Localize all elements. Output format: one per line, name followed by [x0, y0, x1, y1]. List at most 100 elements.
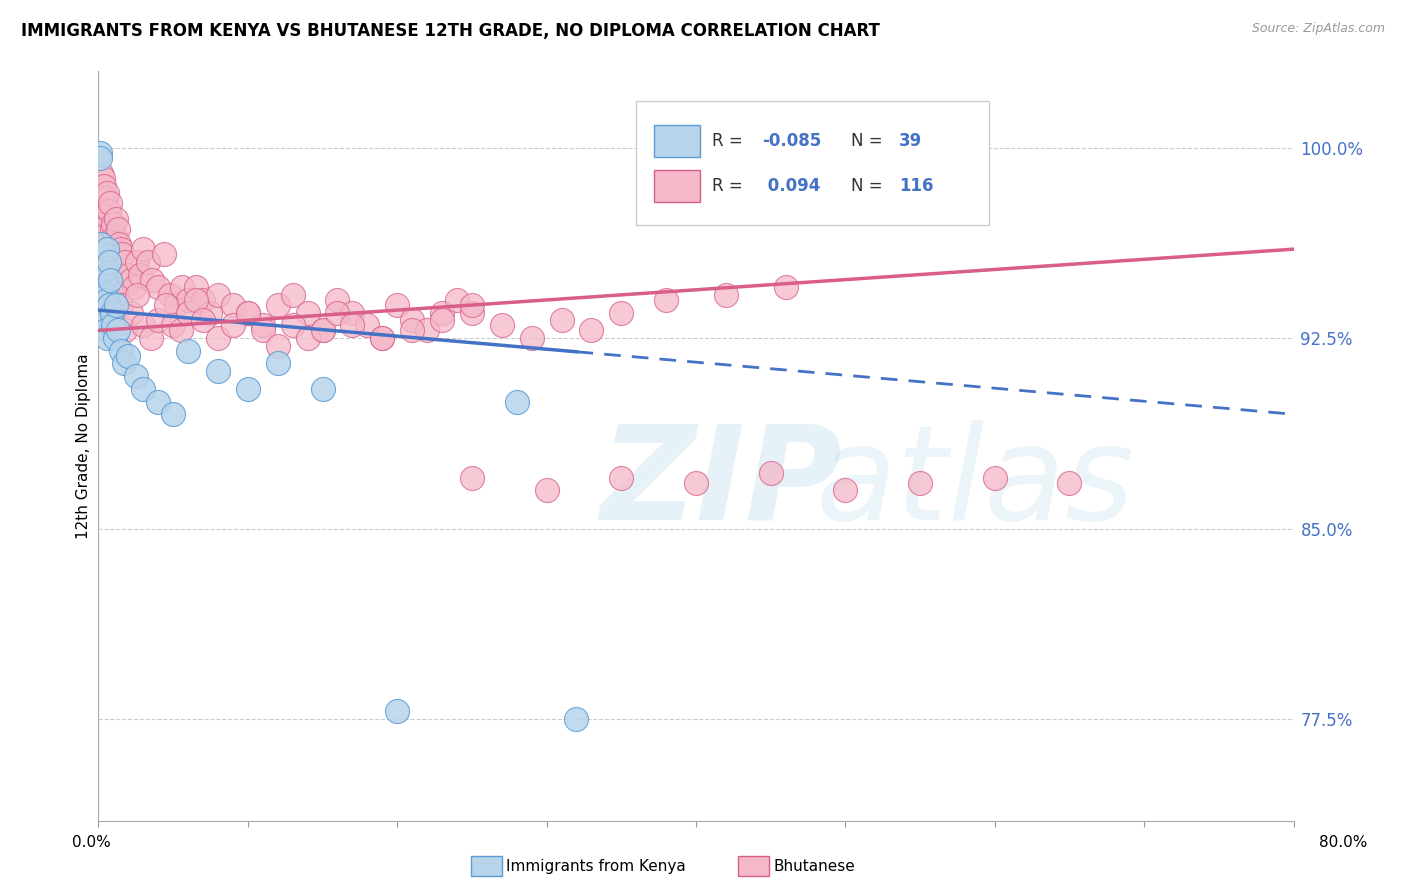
- Point: [908, 475, 931, 490]
- Point: [96, 293, 118, 307]
- Point: [93, 313, 115, 327]
- Text: IMMIGRANTS FROM KENYA VS BHUTANESE 12TH GRADE, NO DIPLOMA CORRELATION CHART: IMMIGRANTS FROM KENYA VS BHUTANESE 12TH …: [21, 22, 880, 40]
- Point: [191, 313, 214, 327]
- Point: [581, 323, 603, 337]
- Point: [93, 247, 115, 261]
- Point: [132, 242, 155, 256]
- Point: [169, 323, 191, 337]
- Point: [94, 288, 117, 302]
- Point: [110, 343, 132, 358]
- Point: [105, 288, 128, 302]
- Point: [104, 229, 127, 244]
- Point: [98, 196, 122, 211]
- Point: [97, 255, 120, 269]
- Point: [136, 255, 159, 269]
- Point: [236, 306, 259, 320]
- Point: [89, 151, 111, 165]
- Point: [461, 298, 484, 312]
- Point: [342, 318, 364, 333]
- Point: [110, 298, 132, 312]
- Text: ZIP: ZIP: [600, 420, 842, 547]
- Point: [96, 186, 118, 201]
- Point: [96, 237, 118, 252]
- Point: [401, 323, 423, 337]
- Text: 0.0%: 0.0%: [72, 836, 111, 850]
- Point: [1059, 475, 1081, 490]
- FancyBboxPatch shape: [654, 170, 700, 202]
- Point: [461, 306, 484, 320]
- Y-axis label: 12th Grade, No Diploma: 12th Grade, No Diploma: [76, 353, 91, 539]
- Point: [90, 237, 112, 252]
- Point: [834, 483, 856, 498]
- Point: [91, 293, 114, 307]
- Point: [107, 222, 129, 236]
- Text: Source: ZipAtlas.com: Source: ZipAtlas.com: [1251, 22, 1385, 36]
- Text: 0.094: 0.094: [762, 177, 820, 195]
- Point: [267, 356, 290, 370]
- Point: [326, 293, 349, 307]
- Point: [610, 471, 633, 485]
- FancyBboxPatch shape: [637, 102, 988, 225]
- Point: [311, 382, 333, 396]
- Point: [114, 323, 136, 337]
- Point: [120, 272, 142, 286]
- Point: [127, 255, 149, 269]
- Point: [356, 318, 378, 333]
- Point: [461, 471, 484, 485]
- Point: [148, 280, 170, 294]
- Point: [103, 318, 125, 333]
- Point: [97, 298, 120, 312]
- Point: [96, 242, 118, 256]
- Point: [91, 171, 114, 186]
- Point: [191, 293, 214, 307]
- Point: [105, 298, 128, 312]
- Point: [97, 255, 120, 269]
- Text: atlas: atlas: [815, 420, 1135, 547]
- Point: [267, 339, 290, 353]
- Point: [446, 293, 468, 307]
- Point: [93, 272, 115, 286]
- Point: [610, 306, 633, 320]
- Point: [685, 475, 707, 490]
- Point: [222, 318, 245, 333]
- Point: [90, 268, 112, 282]
- Point: [207, 364, 229, 378]
- FancyBboxPatch shape: [654, 125, 700, 157]
- Point: [281, 288, 304, 302]
- Text: Immigrants from Kenya: Immigrants from Kenya: [506, 859, 686, 873]
- Point: [236, 382, 259, 396]
- Point: [184, 280, 207, 294]
- Point: [153, 247, 176, 261]
- Point: [148, 313, 170, 327]
- Point: [401, 313, 423, 327]
- Point: [177, 306, 200, 320]
- Point: [117, 268, 139, 282]
- Point: [90, 293, 112, 307]
- Point: [104, 331, 127, 345]
- Point: [103, 306, 125, 320]
- Point: [91, 280, 114, 294]
- Point: [110, 242, 132, 256]
- Point: [94, 318, 117, 333]
- Point: [94, 191, 117, 205]
- Point: [97, 298, 120, 312]
- Point: [94, 323, 117, 337]
- Point: [125, 369, 148, 384]
- Point: [89, 145, 111, 160]
- Point: [89, 204, 111, 219]
- Point: [252, 323, 274, 337]
- Point: [93, 178, 115, 193]
- Text: Bhutanese: Bhutanese: [773, 859, 855, 873]
- Point: [416, 323, 439, 337]
- Point: [112, 356, 135, 370]
- Point: [98, 247, 122, 261]
- Point: [101, 306, 124, 320]
- Point: [141, 272, 163, 286]
- Point: [124, 280, 146, 294]
- Point: [108, 237, 131, 252]
- Point: [148, 394, 170, 409]
- Point: [96, 331, 118, 345]
- Point: [184, 293, 207, 307]
- Point: [90, 217, 112, 231]
- Point: [759, 466, 782, 480]
